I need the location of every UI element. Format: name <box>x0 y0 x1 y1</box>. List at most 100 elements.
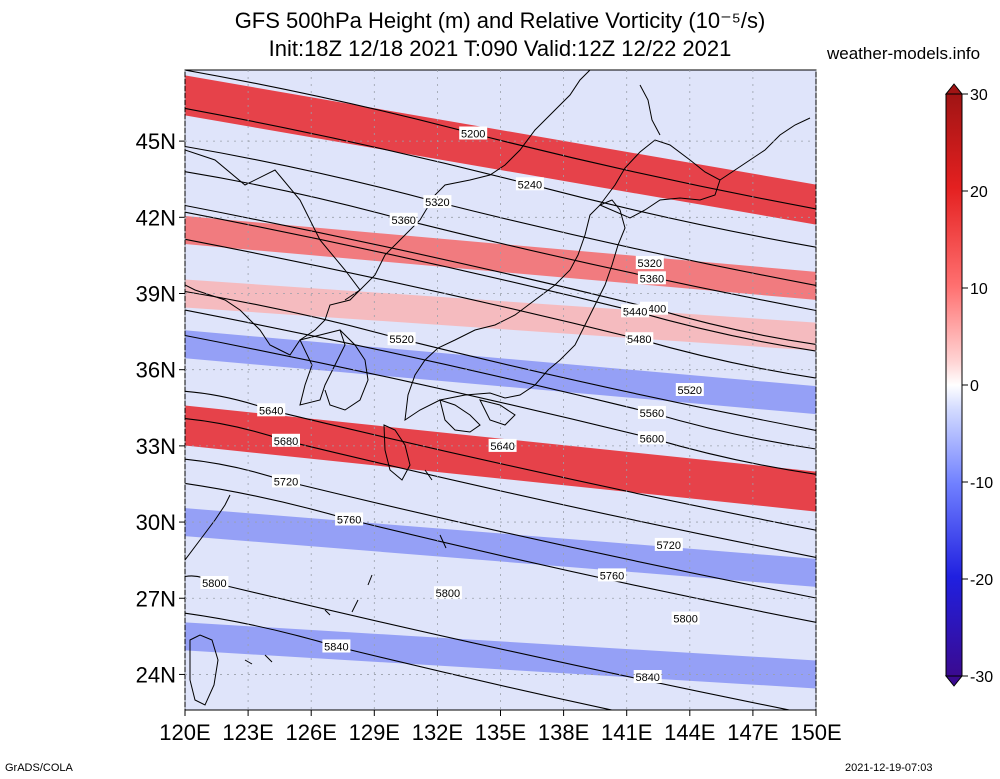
contour-label-bg <box>675 383 704 396</box>
vorticity-band <box>185 405 816 512</box>
lon-tick-label: 144E <box>664 720 715 745</box>
contour-label-bg <box>637 271 666 285</box>
coastlines <box>185 70 811 706</box>
lat-tick-label: 33N <box>136 434 176 459</box>
contour-label-bg <box>633 670 662 683</box>
contour-label-bg <box>423 195 452 209</box>
lon-tick-label: 126E <box>286 720 337 745</box>
footer-timestamp: 2021-12-19-07:03 <box>845 762 933 774</box>
map-title: GFS 500hPa Height (m) and Relative Vorti… <box>234 8 766 33</box>
contour-label-bg <box>654 537 683 551</box>
contour-label: 5840 <box>635 672 659 684</box>
contour-label: 5320 <box>638 258 662 270</box>
contour-label-bg <box>671 611 700 625</box>
height-contours <box>185 70 816 710</box>
site-label: weather-models.info <box>827 44 981 63</box>
colorbar-tick-label: 30 <box>970 87 988 104</box>
colorbar-top-arrow <box>944 83 964 95</box>
lon-tick-label: 135E <box>475 720 526 745</box>
colorbar-tick-label: 20 <box>970 184 988 201</box>
height-contour-line <box>185 390 816 531</box>
contour-label-bg <box>387 332 416 346</box>
contour-label-bg <box>515 177 544 191</box>
lon-tick-label: 147E <box>727 720 778 745</box>
lon-tick-label: 132E <box>412 720 463 745</box>
contour-label: 5760 <box>337 515 361 527</box>
contour-label-bg <box>433 586 462 600</box>
contour-label-bg <box>637 431 666 445</box>
map-subtitle: Init:18Z 12/18 2021 T:090 Valid:12Z 12/2… <box>268 36 732 61</box>
height-contour-line <box>185 482 816 623</box>
contour-label: 5600 <box>640 433 664 445</box>
contour-label: 5760 <box>600 570 624 582</box>
colorbar-scale <box>945 93 963 677</box>
lon-tick-label: 129E <box>349 720 400 745</box>
contour-label: 5800 <box>673 614 697 626</box>
contour-label-bg <box>335 512 364 526</box>
height-contour-line <box>185 204 816 345</box>
contour-label-bg <box>322 639 351 653</box>
contour-label: 5560 <box>640 408 664 420</box>
height-contour-line <box>185 238 816 379</box>
colorbar: 30 20 10 0 -10 -20 -30 <box>944 83 993 687</box>
contour-label: 5520 <box>678 385 702 397</box>
height-contour-line <box>185 458 816 599</box>
lon-tick-label: 120E <box>159 720 210 745</box>
footer-left: GrADS/COLA <box>5 762 73 774</box>
height-contour-line <box>185 290 816 431</box>
lat-tick-label: 27N <box>136 586 176 611</box>
contour-label-bg <box>488 438 517 452</box>
contour-label: 5360 <box>391 215 415 227</box>
height-contour-line <box>185 211 816 352</box>
contour-label: 5720 <box>657 540 681 552</box>
height-contour-line <box>185 418 816 558</box>
lat-tick-label: 36N <box>136 358 176 383</box>
lon-tick-label: 150E <box>790 720 841 745</box>
contour-label-bg <box>598 568 626 582</box>
contour-label: 5800 <box>202 578 226 590</box>
contour-label: 5440 <box>623 306 647 318</box>
lon-tick-label: 123E <box>222 720 273 745</box>
contour-label-bg <box>459 126 488 140</box>
contour-label-bg <box>625 332 654 346</box>
vorticity-band <box>185 75 816 225</box>
lat-tick-label: 39N <box>136 281 176 306</box>
contour-label: 5200 <box>461 129 485 141</box>
contour-label: 5360 <box>640 273 664 285</box>
lat-tick-label: 42N <box>136 205 176 230</box>
contour-label-bg <box>200 576 229 589</box>
colorbar-tick-label: 10 <box>970 281 988 298</box>
contour-label: 5640 <box>259 405 283 417</box>
contour-label-bg <box>272 474 300 488</box>
contour-label-bg <box>389 212 418 226</box>
contour-label: 5800 <box>436 588 460 600</box>
latitude-axis: 24N 27N 30N 33N 36N 39N 42N 45N <box>136 129 816 687</box>
contour-label: 5520 <box>389 334 413 346</box>
colorbar-tick-label: -20 <box>970 572 993 589</box>
height-contour-line <box>185 334 816 475</box>
longitude-axis: 120E 123E 126E 129E 132E 135E 138E 141E 144E 147E… <box>159 70 842 745</box>
contour-label-bg <box>272 433 300 447</box>
contour-labels: 5200524053205360532053605400544054805520… <box>200 126 704 684</box>
lon-tick-label: 138E <box>538 720 589 745</box>
height-contour-line <box>185 612 615 710</box>
colorbar-tick-label: 0 <box>970 378 979 395</box>
contour-label: 5240 <box>518 179 542 191</box>
colorbar-tick-label: -30 <box>970 669 993 686</box>
contour-label: 5720 <box>274 476 298 488</box>
height-contour-line <box>185 171 816 312</box>
lon-tick-label: 141E <box>601 720 652 745</box>
contour-label-bg <box>621 304 650 318</box>
contour-label: 5480 <box>627 334 651 346</box>
contour-label: 5840 <box>324 642 348 654</box>
contour-label-bg <box>257 403 286 417</box>
lat-tick-label: 24N <box>136 662 176 687</box>
colorbar-bottom-arrow <box>944 675 964 687</box>
height-contour-line <box>185 309 816 450</box>
contour-label-bg <box>635 256 664 269</box>
lat-tick-label: 45N <box>136 129 176 154</box>
contour-label-bg <box>637 405 666 419</box>
contour-label: 5680 <box>274 436 298 448</box>
lat-tick-label: 30N <box>136 510 176 535</box>
